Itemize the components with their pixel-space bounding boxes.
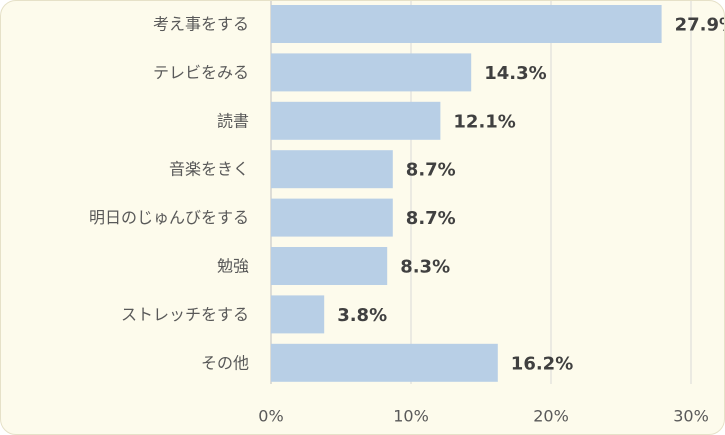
category-labels: 考え事をするテレビをみる読書音楽をきく明日のじゅんびをする勉強ストレッチをするそ… — [89, 15, 249, 373]
category-label-3: 音楽をきく — [169, 160, 249, 179]
data-label-6: 3.8% — [337, 305, 387, 326]
x-tick-label-0: 0% — [258, 407, 283, 426]
bar-2 — [271, 101, 441, 140]
data-label-1: 14.3% — [484, 63, 546, 84]
category-label-6: ストレッチをする — [121, 305, 249, 324]
data-label-0: 27.9% — [675, 15, 724, 36]
data-label-3: 8.7% — [406, 160, 456, 181]
data-label-2: 12.1% — [453, 111, 515, 132]
bar-5 — [271, 247, 388, 285]
category-label-5: 勉強 — [217, 257, 249, 276]
category-label-7: その他 — [201, 353, 249, 372]
bar-3 — [271, 150, 393, 189]
data-label-4: 8.7% — [406, 208, 456, 229]
bar-6 — [271, 295, 325, 334]
category-label-4: 明日のじゅんびをする — [89, 208, 249, 227]
x-tick-label-1: 10% — [393, 407, 429, 426]
bar-layer — [271, 5, 662, 382]
category-label-0: 考え事をする — [153, 15, 249, 34]
bar-1 — [271, 53, 472, 92]
category-label-1: テレビをみる — [153, 63, 249, 82]
data-label-7: 16.2% — [511, 353, 573, 374]
value-labels: 27.9% 14.3% 12.1% 8.7% 8.7% 8.3% 3.8% 16.2% — [337, 15, 724, 375]
x-tick-label-3: 30% — [673, 407, 709, 426]
bar-7 — [271, 343, 498, 382]
x-tick-label-2: 20% — [533, 407, 569, 426]
bar-0 — [271, 5, 662, 43]
category-label-2: 読書 — [217, 111, 249, 130]
bar-4 — [271, 198, 393, 237]
data-label-5: 8.3% — [400, 257, 450, 278]
x-axis-tick-labels: 0% 10% 20% 30% — [258, 407, 708, 426]
